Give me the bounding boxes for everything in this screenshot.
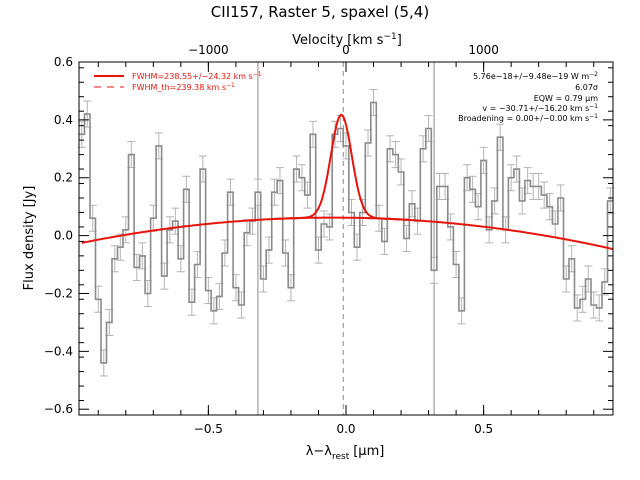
y-tick-label-6: 0.6 <box>54 55 73 69</box>
annotation-velocity-text: v = −30.71+/−16.20 km s <box>482 104 589 113</box>
annotation-broadening-sup: −1 <box>589 113 598 120</box>
annotation-broadening-text: Broadening = 0.00+/−0.00 km s <box>458 114 589 123</box>
annotation-sigma: 6.07σ <box>575 83 598 92</box>
y-tick-label-1: −0.4 <box>44 344 73 358</box>
top-tick-label-0: −1000 <box>188 43 229 57</box>
annotation-flux: 5.76e−18+/−9.48e−19 W m−2 <box>473 71 598 81</box>
annotation-broadening: Broadening = 0.00+/−0.00 km s−1 <box>458 113 598 123</box>
legend-item-1-text: FWHM_th=239.38 km s <box>132 83 226 92</box>
legend: FWHM=238.55+/−24.32 km s−1 FWHM_th=239.3… <box>94 71 262 92</box>
legend-item-0: FWHM=238.55+/−24.32 km s−1 <box>132 71 262 81</box>
y-tick-label-2: −0.2 <box>44 286 73 300</box>
top-axis-label: Velocity [km s−1] <box>292 32 402 48</box>
legend-item-0-text: FWHM=238.55+/−24.32 km s <box>132 72 253 81</box>
annotations: 5.76e−18+/−9.48e−19 W m−2 6.07σ EQW = 0.… <box>458 71 598 123</box>
y-tick-label-3: 0.0 <box>54 229 73 243</box>
x-axis-label: λ−λrest [μm] <box>306 444 385 462</box>
top-tick-label-2: 1000 <box>468 43 499 57</box>
spectrum-line <box>79 101 613 364</box>
legend-item-0-sup: −1 <box>253 71 262 78</box>
y-tick-label-5: 0.4 <box>54 113 73 127</box>
error-bars <box>77 88 615 377</box>
reference-lines <box>257 62 435 415</box>
y-axis-label: Flux density [Jy] <box>22 186 37 291</box>
annotation-eqw: EQW = 0.79 μm <box>534 94 598 103</box>
top-axis-label-sup: −1 <box>383 32 396 42</box>
fit-continuum <box>81 216 614 251</box>
fit-total-dashed <box>272 114 411 221</box>
annotation-flux-sup: −2 <box>589 71 598 78</box>
x-axis-label-text: λ−λ <box>306 444 333 459</box>
legend-item-1: FWHM_th=239.38 km s−1 <box>132 82 235 92</box>
annotation-velocity-sup: −1 <box>589 103 598 110</box>
x-tick-label-0: −0.5 <box>194 422 223 436</box>
ticks: −0.6 −0.4 −0.2 0.0 0.2 0.4 0.6 −0.5 0.0 0.5 −1000 0… <box>44 43 613 436</box>
x-axis-label-unit: [μm] <box>353 444 384 459</box>
chart-title: CII157, Raster 5, spaxel (5,4) <box>211 3 429 21</box>
spectrum-series <box>79 101 613 364</box>
top-tick-label-1: 0 <box>342 43 350 57</box>
fit-series <box>81 113 614 251</box>
annotation-flux-text: 5.76e−18+/−9.48e−19 W m <box>473 72 589 81</box>
legend-item-1-sup: −1 <box>226 82 235 89</box>
y-tick-label-0: −0.6 <box>44 402 73 416</box>
annotation-velocity: v = −30.71+/−16.20 km s−1 <box>482 103 598 113</box>
y-tick-label-4: 0.2 <box>54 171 73 185</box>
x-tick-label-1: 0.0 <box>336 422 355 436</box>
x-tick-label-2: 0.5 <box>474 422 493 436</box>
x-axis-label-sub: rest <box>332 452 350 462</box>
top-axis-label-text: Velocity [km s <box>292 33 384 48</box>
top-axis-label-end: ] <box>397 33 402 48</box>
